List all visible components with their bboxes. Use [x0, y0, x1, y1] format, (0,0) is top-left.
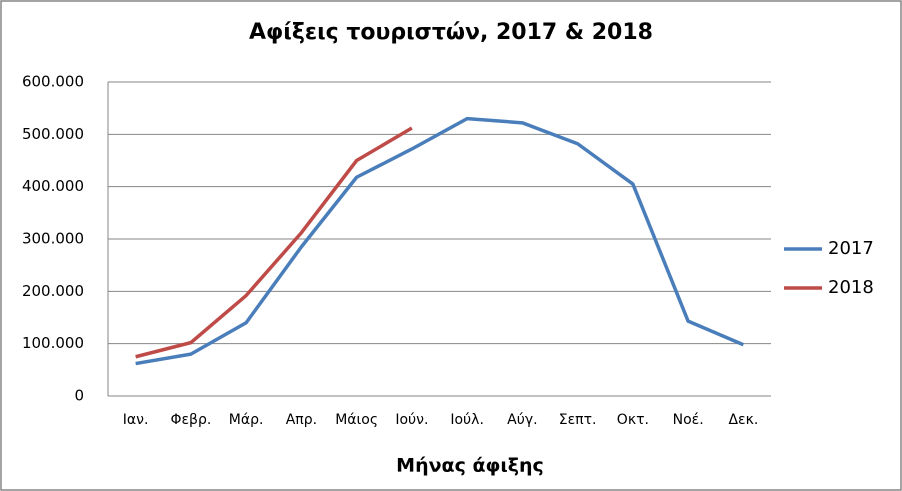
x-tick-label: Φεβρ.	[170, 412, 211, 428]
x-axis-title: Μήνας άφιξης	[396, 455, 544, 477]
y-tick-label: 400.000	[22, 177, 84, 195]
x-tick-label: Σεπτ.	[559, 412, 597, 428]
x-tick-label: Μάιος	[335, 412, 378, 428]
y-tick-label: 100.000	[22, 334, 84, 352]
x-tick-label: Αύγ.	[507, 412, 537, 428]
x-tick-label: Ιαν.	[123, 412, 149, 428]
chart-title: Αφίξεις τουριστών, 2017 & 2018	[249, 20, 653, 45]
x-tick-label: Οκτ.	[617, 412, 649, 428]
y-tick-label: 0	[74, 387, 84, 405]
x-tick-label: Απρ.	[286, 412, 317, 428]
x-tick-label: Νοέ.	[673, 412, 704, 428]
x-tick-label: Ιούλ.	[450, 412, 484, 428]
y-tick-label: 300.000	[22, 230, 84, 248]
series-line	[135, 126, 413, 359]
y-tick-label: 600.000	[22, 73, 84, 91]
y-tick-label: 500.000	[22, 125, 84, 143]
y-tick-label: 200.000	[22, 282, 84, 300]
x-tick-label: Ιούν.	[395, 412, 428, 428]
x-tick-label: Δεκ.	[728, 412, 758, 428]
x-tick-label: Μάρ.	[229, 412, 264, 428]
series-line	[135, 116, 745, 366]
legend-label: 2017	[828, 238, 874, 259]
legend-label: 2018	[828, 277, 874, 298]
